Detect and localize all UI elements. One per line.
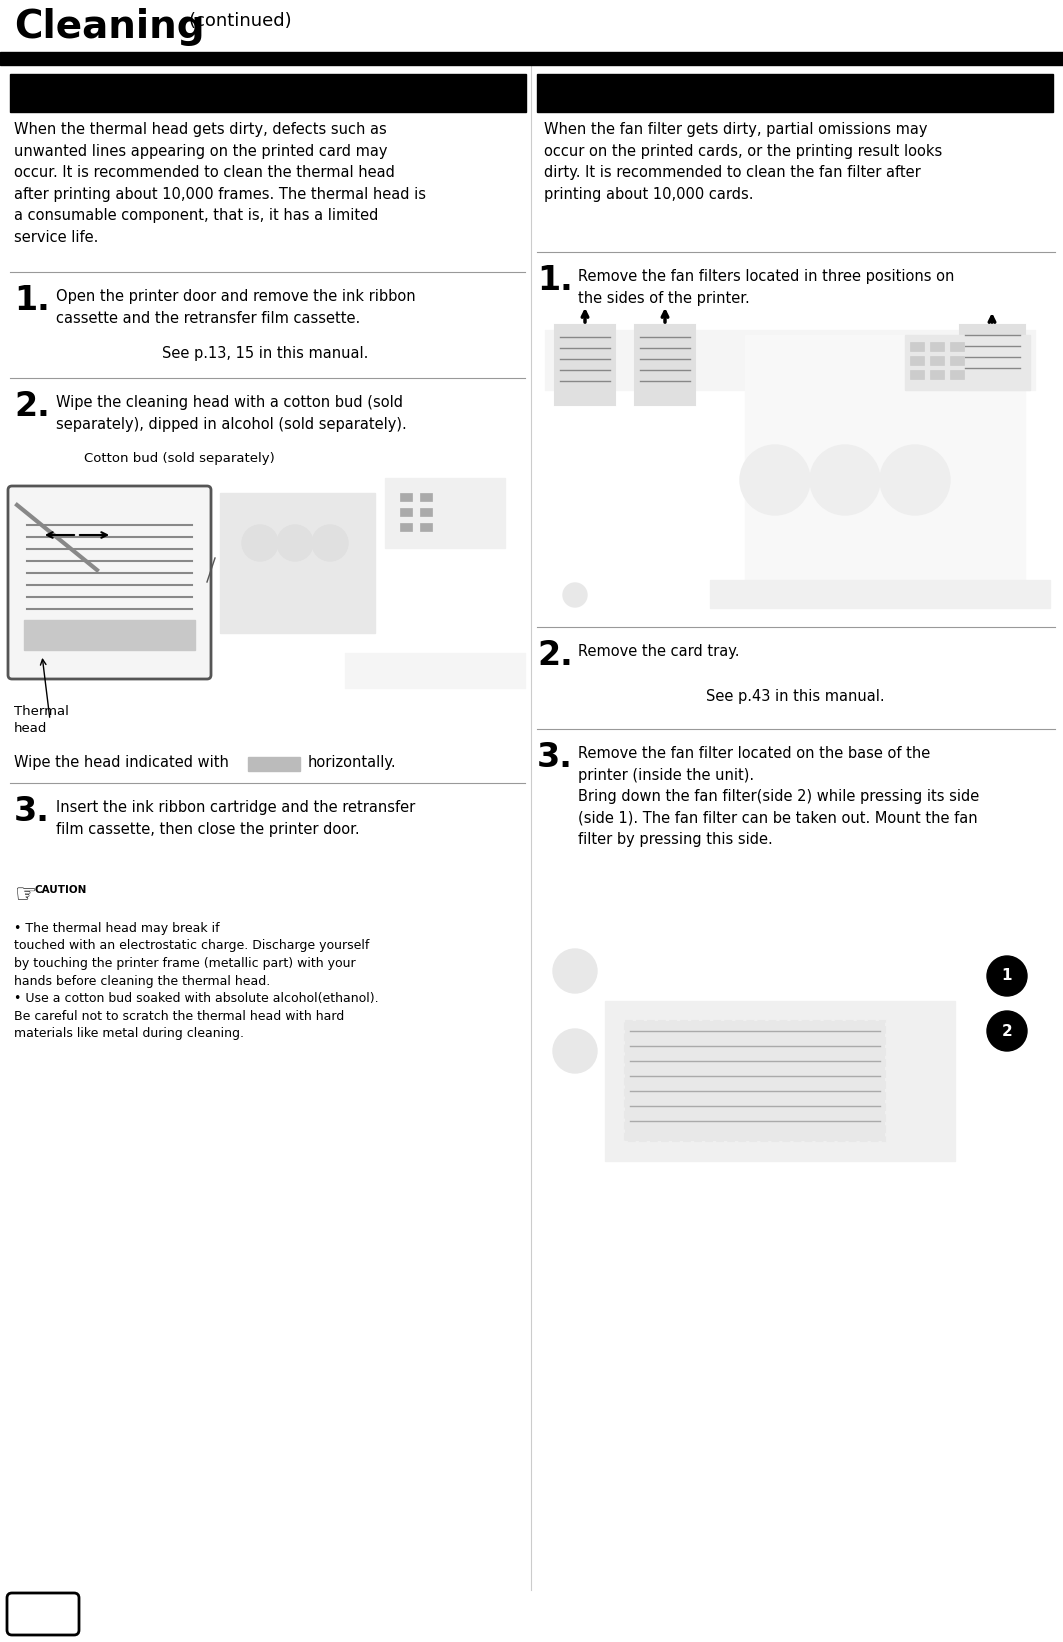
Bar xyxy=(910,342,924,351)
Bar xyxy=(400,493,412,501)
Text: CAUTION: CAUTION xyxy=(35,885,87,895)
Bar xyxy=(10,880,525,1066)
Bar xyxy=(635,325,695,406)
Circle shape xyxy=(563,583,587,608)
Bar xyxy=(248,757,300,772)
Text: Open the printer door and remove the ink ribbon
cassette and the retransfer film: Open the printer door and remove the ink… xyxy=(56,289,416,325)
Bar xyxy=(930,356,944,365)
Bar xyxy=(420,524,432,530)
Bar xyxy=(710,580,1050,608)
Bar xyxy=(950,369,964,379)
Bar xyxy=(910,369,924,379)
Bar xyxy=(910,356,924,365)
Text: 1.: 1. xyxy=(14,284,50,317)
Circle shape xyxy=(880,445,950,516)
Bar xyxy=(930,369,944,379)
Bar xyxy=(400,524,412,530)
Bar xyxy=(537,906,1050,1217)
Bar xyxy=(950,342,964,351)
Bar xyxy=(625,1021,885,1141)
Bar xyxy=(345,654,525,688)
Circle shape xyxy=(740,445,810,516)
FancyBboxPatch shape xyxy=(7,1593,79,1635)
Bar xyxy=(215,478,510,690)
Text: Insert the ink ribbon cartridge and the retransfer
film cassette, then close the: Insert the ink ribbon cartridge and the … xyxy=(56,800,416,837)
Bar xyxy=(950,356,964,365)
Text: 3.: 3. xyxy=(537,741,573,773)
Text: Wipe the head indicated with: Wipe the head indicated with xyxy=(14,755,229,770)
Bar xyxy=(10,74,526,112)
Text: Remove the card tray.: Remove the card tray. xyxy=(578,644,740,658)
Text: Cleaning the fan filter: Cleaning the fan filter xyxy=(674,84,916,102)
Bar xyxy=(0,53,1063,66)
Text: 1: 1 xyxy=(1001,969,1012,984)
Bar xyxy=(400,507,412,516)
Bar xyxy=(420,493,432,501)
Circle shape xyxy=(553,1030,597,1072)
FancyBboxPatch shape xyxy=(9,486,210,680)
Text: Remove the fan filters located in three positions on
the sides of the printer.: Remove the fan filters located in three … xyxy=(578,269,955,305)
Text: See p.13, 15 in this manual.: See p.13, 15 in this manual. xyxy=(162,346,368,361)
Text: Thermal
head: Thermal head xyxy=(14,704,69,736)
Bar xyxy=(24,621,195,650)
Bar xyxy=(385,478,505,548)
Text: 2.: 2. xyxy=(14,391,50,424)
Circle shape xyxy=(988,956,1027,997)
Bar xyxy=(545,330,1035,391)
Circle shape xyxy=(553,949,597,993)
Text: horizontally.: horizontally. xyxy=(308,755,396,770)
Text: 36: 36 xyxy=(31,1604,55,1622)
Text: 1.: 1. xyxy=(537,264,573,297)
Bar xyxy=(905,335,1030,391)
Bar xyxy=(555,325,615,406)
Bar xyxy=(10,880,88,916)
Bar xyxy=(420,507,432,516)
Bar xyxy=(220,493,375,634)
Text: 3.: 3. xyxy=(14,795,50,828)
Text: Wipe the cleaning head with a cotton bud (sold
separately), dipped in alcohol (s: Wipe the cleaning head with a cotton bud… xyxy=(56,396,407,432)
Bar xyxy=(545,330,1035,609)
Text: When the fan filter gets dirty, partial omissions may
occur on the printed cards: When the fan filter gets dirty, partial … xyxy=(544,122,942,202)
Text: See p.43 in this manual.: See p.43 in this manual. xyxy=(706,690,884,704)
Bar xyxy=(960,325,1025,391)
Bar xyxy=(545,921,1035,1200)
Text: Cleaning: Cleaning xyxy=(14,8,204,46)
Text: 2.: 2. xyxy=(537,639,573,672)
Text: Remove the fan filter located on the base of the
printer (inside the unit).
Brin: Remove the fan filter located on the bas… xyxy=(578,745,979,847)
Circle shape xyxy=(313,525,348,562)
Text: When the thermal head gets dirty, defects such as
unwanted lines appearing on th: When the thermal head gets dirty, defect… xyxy=(14,122,426,245)
Bar xyxy=(537,315,1050,626)
Bar xyxy=(537,74,1053,112)
Bar xyxy=(745,335,1025,594)
Circle shape xyxy=(242,525,279,562)
Text: Cotton bud (sold separately): Cotton bud (sold separately) xyxy=(84,452,274,465)
Circle shape xyxy=(988,1011,1027,1051)
Text: Cleaning the thermal head: Cleaning the thermal head xyxy=(121,84,415,102)
Text: ☞: ☞ xyxy=(15,883,37,906)
Bar xyxy=(38,883,84,905)
Text: • The thermal head may break if
touched with an electrostatic charge. Discharge : • The thermal head may break if touched … xyxy=(14,923,378,1039)
Text: (continued): (continued) xyxy=(188,11,291,30)
Text: 2: 2 xyxy=(1001,1023,1012,1038)
Circle shape xyxy=(810,445,880,516)
Bar xyxy=(605,1002,955,1161)
Bar xyxy=(10,470,514,699)
Circle shape xyxy=(277,525,313,562)
Bar xyxy=(930,342,944,351)
